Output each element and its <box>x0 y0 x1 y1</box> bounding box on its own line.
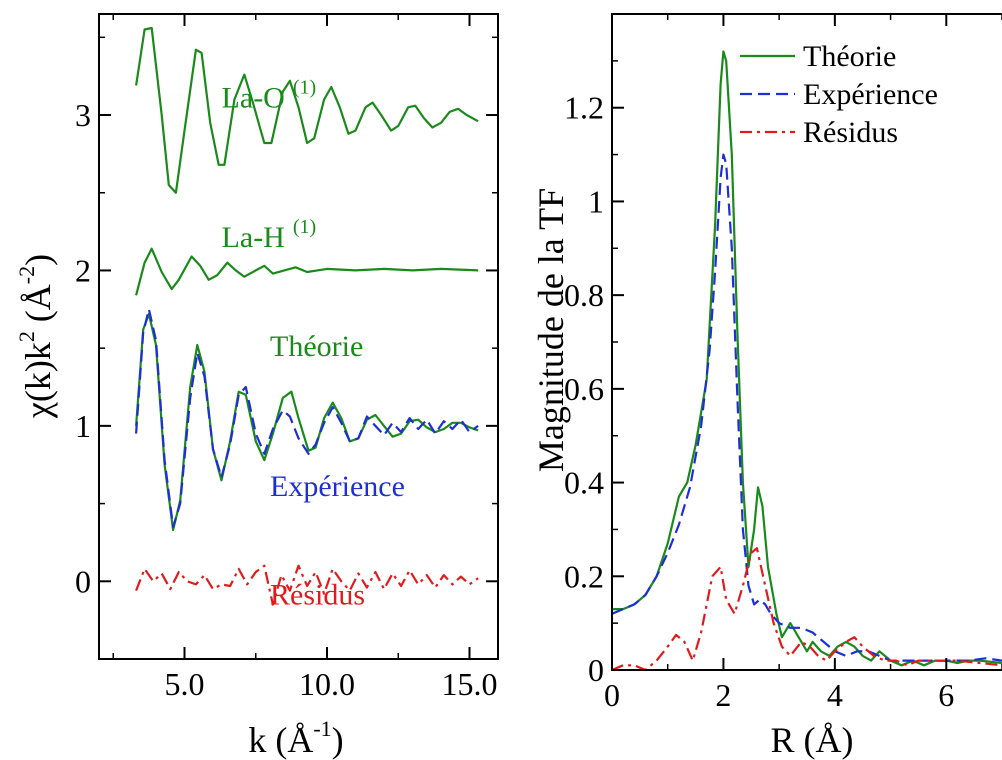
left-y-tick-label: 3 <box>75 97 91 133</box>
left-y-tick-label: 2 <box>75 252 91 288</box>
left-series-line-0 <box>135 26 479 194</box>
right-x-tick-label: 0 <box>604 677 620 713</box>
left-series-line-4 <box>135 564 479 606</box>
left-annotation: La-O (1) <box>222 76 317 114</box>
left-series-line-3 <box>135 308 479 529</box>
right-y-tick-label: 0.8 <box>564 277 604 313</box>
left-annotation: Expérience <box>270 470 405 503</box>
right-panel: 0 2 4 6 0 0.2 0.4 0.6 0.8 1 1.2 Théorie Expérience R… <box>531 13 1002 760</box>
right-y-axis-title: Magnitude de la TF <box>531 188 571 472</box>
right-x-tick-label: 4 <box>827 677 843 713</box>
left-plot-frame <box>98 13 499 660</box>
right-y-tick-label: 1.2 <box>564 90 604 126</box>
legend-label: Expérience <box>803 78 938 111</box>
right-series-line-2 <box>611 547 1002 672</box>
right-series-line-1 <box>611 153 1002 662</box>
left-series-line-2 <box>135 312 479 532</box>
right-y-tick-label: 1 <box>588 183 604 219</box>
right-y-tick-label: 0.6 <box>564 371 604 407</box>
left-panel: 5.0 10.0 15.0 0 1 2 3 La-O (1) La-H (1) Théorie Exp… <box>14 13 499 760</box>
left-x-tick-label: 5.0 <box>165 666 205 702</box>
right-x-axis-title: R (Å) <box>771 720 854 760</box>
right-y-tick-label: 0.4 <box>564 465 604 501</box>
left-annotation: Théorie <box>270 330 363 363</box>
left-x-tick-label: 15.0 <box>442 666 498 702</box>
left-series-line-1 <box>135 247 479 296</box>
left-x-tick-label: 10.0 <box>299 666 355 702</box>
right-legend: Théorie Expérience Résidus <box>740 40 938 149</box>
legend-label: Résidus <box>803 116 898 149</box>
left-y-tick-label: 1 <box>75 408 91 444</box>
left-x-axis-title: k (Å-1) <box>248 716 343 760</box>
legend-label: Théorie <box>803 40 896 73</box>
right-series-line-0 <box>612 50 1002 667</box>
right-y-tick-label: 0 <box>588 652 604 688</box>
left-annotation: La-H (1) <box>222 216 317 254</box>
right-x-tick-label: 2 <box>715 677 731 713</box>
left-y-tick-label: 0 <box>75 563 91 599</box>
right-y-tick-label: 0.2 <box>564 558 604 594</box>
left-annotation: Résidus <box>270 579 365 612</box>
left-y-axis-title: χ(k)k2 (Å-2) <box>14 254 58 419</box>
right-x-tick-label: 6 <box>938 677 954 713</box>
